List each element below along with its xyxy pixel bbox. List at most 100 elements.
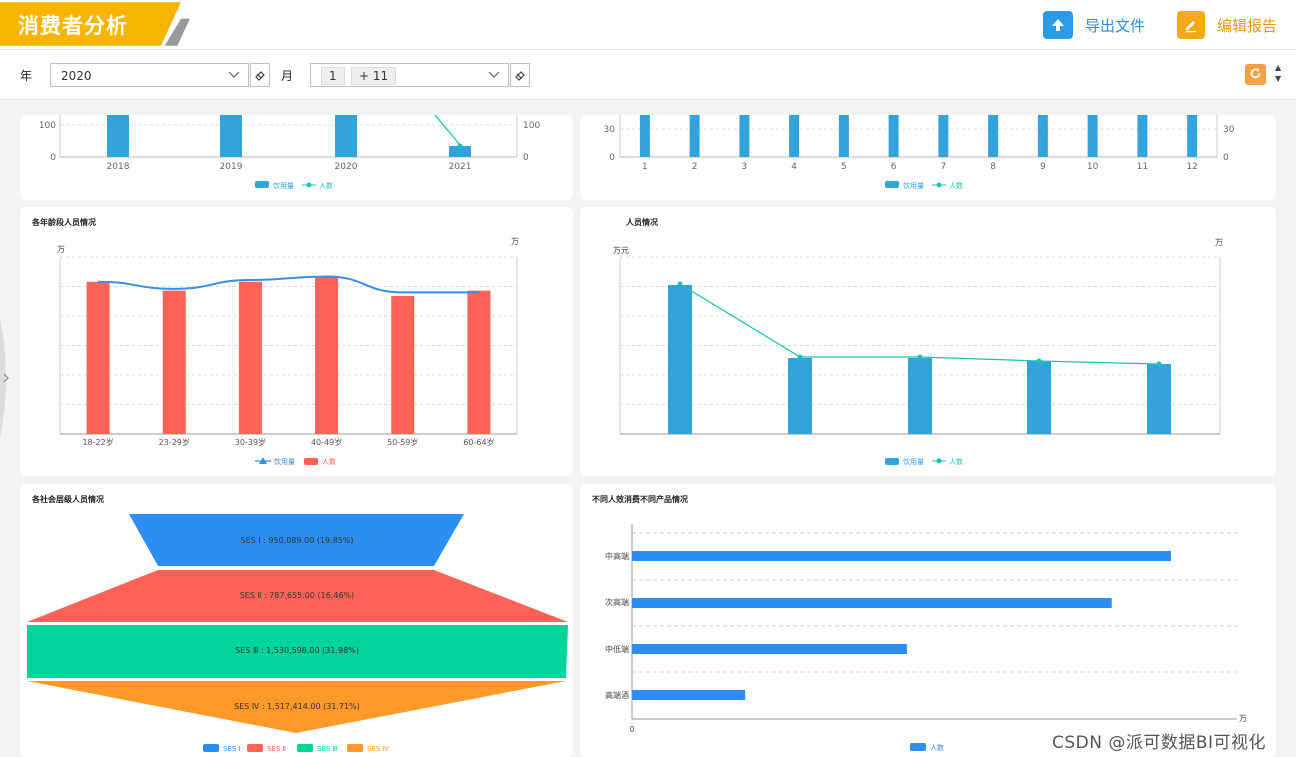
bar — [632, 690, 746, 700]
x-tick: 0 — [629, 725, 634, 734]
x-tick: 9 — [1040, 162, 1046, 172]
bar — [86, 281, 110, 434]
bar — [107, 115, 129, 157]
export-button[interactable]: 导出文件 — [1043, 10, 1145, 40]
funnel-label: SES Ⅱ : 787,655.00 (16.46%) — [240, 591, 355, 600]
x-tick: 6 — [891, 162, 897, 172]
chart-title: 人员情况 — [626, 218, 658, 227]
x-tick: 3 — [742, 162, 748, 172]
bar — [315, 276, 339, 434]
panel-products-chart: 不同人效消费不同产品情况 中高端 次高端 中低端 高端酒 0 万 人数 — [580, 484, 1276, 757]
line-series — [679, 283, 1160, 365]
panel-ses-funnel: 各社会层级人员情况 SES I : 950,089.00 (19.85%) SE… — [20, 484, 573, 757]
refresh-button[interactable] — [1245, 64, 1266, 85]
y-tick: 中低端 — [605, 644, 629, 654]
y-tick: 30 — [604, 125, 616, 135]
y2-tick: 0 — [1223, 153, 1229, 163]
legend-swatch — [255, 181, 269, 188]
legend-swatch — [297, 744, 313, 752]
watermark: CSDN @派可数据BI可视化 — [1052, 733, 1267, 753]
bar — [788, 358, 812, 434]
bar — [1037, 115, 1048, 157]
eraser-icon — [254, 66, 266, 85]
legend-label: SES Ⅱ — [267, 745, 286, 753]
title-banner — [0, 2, 190, 46]
income-chart: 万元 万 饮用量 人数 — [613, 238, 1223, 466]
yearly-chart: 100 0 100 0 2018 2019 2020 2021 饮用量 人数 — [39, 115, 540, 190]
month-clear-button[interactable] — [510, 63, 530, 87]
x-tick: 12 — [1186, 162, 1197, 172]
legend-swatch — [203, 744, 219, 752]
chevron-down-icon — [228, 67, 240, 84]
month-more-tag: + 11 — [351, 67, 397, 85]
x-tick: 2019 — [220, 162, 243, 172]
monthly-chart: 30 0 30 0 1 2 3 4 5 6 7 8 9 10 11 12 饮用量 人数 — [604, 115, 1235, 190]
legend-label: 饮用量 — [273, 181, 294, 190]
bar — [739, 115, 750, 157]
page-title: 消费者分析 — [18, 14, 128, 38]
legend-label: SES Ⅲ — [317, 745, 338, 753]
bar — [1187, 115, 1198, 157]
y-tick: 高端酒 — [605, 690, 629, 700]
edit-icon — [1177, 11, 1205, 39]
ses-funnel-chart: SES I : 950,089.00 (19.85%) SES Ⅱ : 787,… — [27, 514, 568, 753]
bar — [639, 115, 650, 157]
bar — [938, 115, 949, 157]
legend-label: SES I — [223, 745, 241, 753]
year-label: 年 — [20, 69, 33, 83]
bar — [838, 115, 849, 157]
bar — [668, 285, 692, 434]
chevron-down-icon — [488, 67, 500, 84]
x-tick: 11 — [1137, 162, 1148, 172]
x-tick: 50-59岁 — [387, 437, 418, 447]
y2-tick: 100 — [523, 121, 540, 131]
y2-tick: 30 — [1223, 125, 1235, 135]
x-tick: 8 — [990, 162, 996, 172]
products-chart: 中高端 次高端 中低端 高端酒 0 万 人数 — [605, 524, 1247, 752]
bar — [1137, 115, 1148, 157]
upload-icon — [1043, 11, 1073, 39]
y-tick: 100 — [39, 121, 56, 131]
legend-label: 饮用量 — [903, 457, 924, 466]
unit-label: 万 — [57, 245, 65, 254]
bar — [632, 598, 1112, 608]
y-tick: 次高端 — [605, 597, 629, 607]
funnel-label: SES Ⅲ : 1,530,598.00 (31.98%) — [235, 646, 359, 655]
panel-age-chart: 各年龄段人员情况 万 万 18-22岁 23-29岁 30-39岁 40-49岁 50-… — [20, 207, 573, 476]
bar — [1147, 364, 1171, 434]
bar — [335, 115, 357, 157]
line-point — [457, 143, 463, 149]
legend-swatch — [910, 743, 926, 751]
bar — [632, 644, 907, 654]
legend-swatch — [304, 458, 318, 465]
line-series — [434, 115, 461, 146]
line-series — [98, 275, 479, 294]
x-tick: 10 — [1087, 162, 1099, 172]
sidebar-toggle-icon[interactable] — [0, 318, 12, 438]
edit-report-button[interactable]: 编辑报告 — [1177, 10, 1277, 40]
year-clear-button[interactable] — [250, 63, 270, 87]
bar — [449, 146, 471, 157]
filter-bar: 年 2020 月 1 + 11 — [0, 50, 1296, 100]
bar — [162, 290, 186, 434]
funnel-segment-1 — [129, 514, 464, 566]
age-chart: 万 万 18-22岁 23-29岁 30-39岁 40-49岁 50-59岁 60-64岁… — [57, 237, 519, 466]
unit-label: 万元 — [613, 246, 629, 255]
legend-label: 饮用量 — [903, 181, 924, 190]
unit-label: 万 — [1239, 714, 1247, 723]
bar — [789, 115, 800, 157]
refresh-icon — [1249, 65, 1262, 84]
legend-label: SES Ⅳ — [367, 745, 390, 753]
x-tick: 23-29岁 — [159, 437, 190, 447]
funnel-label: SES Ⅳ : 1,517,414.00 (31.71%) — [234, 702, 360, 711]
legend-label: 人数 — [949, 457, 963, 466]
export-label: 导出文件 — [1085, 16, 1146, 35]
month-select[interactable]: 1 + 11 — [310, 63, 509, 87]
y-tick: 中高端 — [605, 551, 629, 561]
sort-updown-icon[interactable]: ▲ ▼ — [1275, 63, 1282, 83]
bar — [220, 115, 242, 157]
legend-label: 人数 — [319, 181, 333, 190]
legend-label: 人数 — [322, 457, 336, 466]
legend-swatch — [247, 744, 263, 752]
year-select[interactable]: 2020 — [50, 63, 249, 87]
